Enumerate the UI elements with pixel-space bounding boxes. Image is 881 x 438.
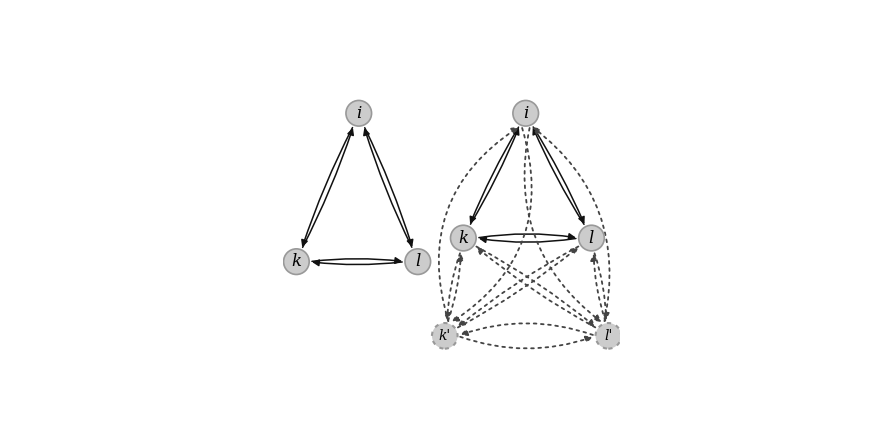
Text: l: l xyxy=(415,253,420,270)
Circle shape xyxy=(284,249,309,275)
FancyArrowPatch shape xyxy=(439,128,517,321)
FancyArrowPatch shape xyxy=(480,237,576,242)
Text: k: k xyxy=(292,253,301,270)
FancyArrowPatch shape xyxy=(460,337,591,349)
Text: i: i xyxy=(523,105,529,122)
Circle shape xyxy=(579,225,604,251)
Text: k': k' xyxy=(439,329,451,343)
FancyArrowPatch shape xyxy=(365,127,412,245)
Text: l': l' xyxy=(604,329,612,343)
FancyArrowPatch shape xyxy=(448,255,463,321)
FancyArrowPatch shape xyxy=(459,247,578,326)
FancyArrowPatch shape xyxy=(458,248,577,328)
FancyArrowPatch shape xyxy=(533,129,584,224)
Circle shape xyxy=(346,100,372,126)
Text: i: i xyxy=(356,105,361,122)
FancyArrowPatch shape xyxy=(470,127,519,223)
FancyArrowPatch shape xyxy=(312,258,401,263)
Circle shape xyxy=(596,323,621,349)
FancyArrowPatch shape xyxy=(591,255,605,321)
FancyArrowPatch shape xyxy=(533,127,584,223)
FancyArrowPatch shape xyxy=(445,253,460,318)
Circle shape xyxy=(450,225,476,251)
FancyArrowPatch shape xyxy=(524,128,600,321)
FancyArrowPatch shape xyxy=(479,234,574,239)
Text: k: k xyxy=(458,230,469,247)
FancyArrowPatch shape xyxy=(302,127,352,246)
FancyArrowPatch shape xyxy=(470,129,519,224)
FancyArrowPatch shape xyxy=(477,247,594,325)
FancyArrowPatch shape xyxy=(595,253,609,318)
Circle shape xyxy=(513,100,538,126)
Circle shape xyxy=(405,249,431,275)
Circle shape xyxy=(432,323,457,349)
FancyArrowPatch shape xyxy=(463,323,593,335)
FancyArrowPatch shape xyxy=(314,260,403,265)
FancyArrowPatch shape xyxy=(478,248,596,327)
FancyArrowPatch shape xyxy=(534,128,610,321)
Text: l: l xyxy=(589,230,594,247)
FancyArrowPatch shape xyxy=(302,129,353,247)
FancyArrowPatch shape xyxy=(453,128,532,321)
FancyArrowPatch shape xyxy=(364,130,411,247)
